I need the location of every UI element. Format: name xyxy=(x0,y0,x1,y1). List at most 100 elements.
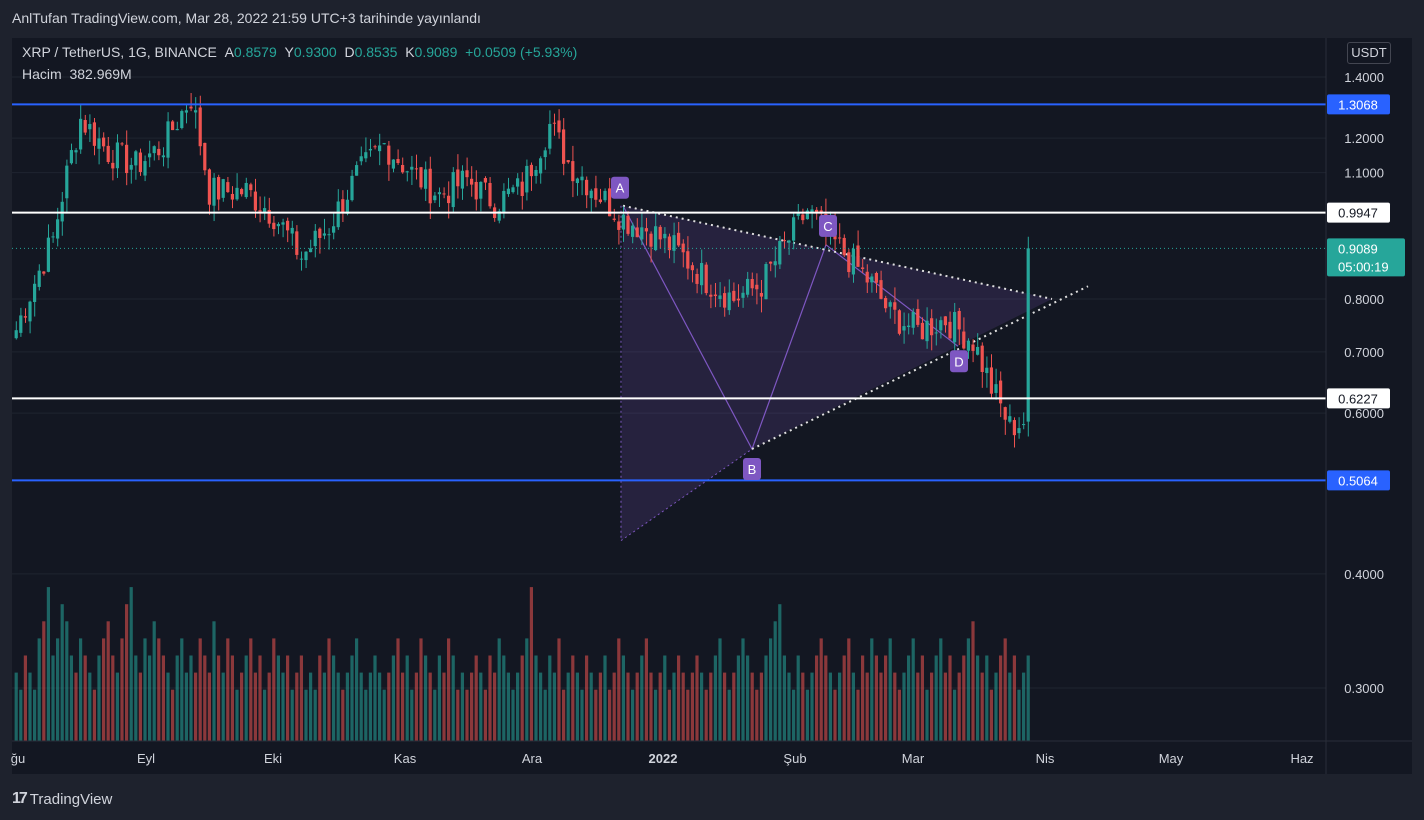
candle-body xyxy=(520,181,524,197)
candle-body xyxy=(207,169,211,205)
candle-body xyxy=(723,293,727,308)
candle-body xyxy=(718,295,722,299)
volume-bar xyxy=(69,655,73,741)
time-tick-label: Eyl xyxy=(137,751,155,766)
volume-bar xyxy=(681,672,685,741)
candle-body xyxy=(769,261,773,264)
volume-bar xyxy=(391,655,395,741)
volume-bar xyxy=(810,672,814,741)
candle-body xyxy=(695,273,699,284)
volume-bar xyxy=(456,689,460,741)
high-value: 0.9300 xyxy=(293,44,337,60)
candle-body xyxy=(148,153,152,158)
volume-bar xyxy=(97,655,101,741)
volume-bar xyxy=(350,655,354,741)
volume-bar xyxy=(465,689,469,741)
candle-body xyxy=(787,240,791,243)
horizontal-levels: 1.3068 0.9947 0.6227 0.5064 0.9089 05:00:19 xyxy=(12,94,1405,491)
volume-bar xyxy=(847,638,851,741)
candle-body xyxy=(410,166,414,170)
level-tag xyxy=(1327,94,1390,115)
candle-body xyxy=(907,325,911,328)
candle-body xyxy=(299,258,303,260)
candle-body xyxy=(442,193,446,195)
pattern-point-label: C xyxy=(823,219,832,234)
candle-body xyxy=(957,310,961,330)
candle-body xyxy=(203,142,207,171)
candle-body xyxy=(805,210,809,220)
volume-bar xyxy=(175,655,179,741)
volume-bar xyxy=(166,672,170,741)
time-tick-label: Nis xyxy=(1036,751,1055,766)
volume-bar xyxy=(718,638,722,741)
candle-body xyxy=(318,228,322,238)
candle-body xyxy=(447,195,451,204)
volume-bar xyxy=(787,672,791,741)
currency-button[interactable]: USDT xyxy=(1347,42,1391,64)
volume-bar xyxy=(663,655,667,741)
volume-bar xyxy=(60,604,64,741)
candle-body xyxy=(690,265,694,271)
candle-body xyxy=(1012,420,1016,436)
volume-bar xyxy=(396,638,400,741)
volume-bar xyxy=(240,672,244,741)
candle-body xyxy=(713,294,717,297)
candle-body xyxy=(437,192,441,195)
candle-body xyxy=(534,169,538,176)
volume-bar xyxy=(709,672,713,741)
candle-body xyxy=(180,111,184,128)
volume-bar xyxy=(502,655,506,741)
tradingview-logo[interactable]: 17 TradingView xyxy=(12,790,112,808)
volume-bar xyxy=(640,655,644,741)
price-tick-label: 0.6000 xyxy=(1344,406,1384,421)
upper-trendline xyxy=(622,204,1053,300)
candle-body xyxy=(184,110,188,113)
volume-bar xyxy=(56,638,60,741)
volume-bar xyxy=(102,638,106,741)
volume-bar xyxy=(387,672,391,741)
volume-bar xyxy=(88,672,92,741)
candle-body xyxy=(226,182,230,193)
volume-bar xyxy=(106,621,110,741)
symbol-name: XRP / TetherUS, 1G, BINANCE xyxy=(22,44,217,60)
volume-bar xyxy=(911,638,915,741)
change-value: +0.0509 (+5.93%) xyxy=(465,44,578,60)
candle-body xyxy=(635,227,639,238)
candle-body xyxy=(355,165,359,176)
volume-bar xyxy=(194,672,198,741)
volume-bar xyxy=(916,672,920,741)
volume-bar xyxy=(65,621,69,741)
volume-bar xyxy=(322,672,326,741)
volume-bar xyxy=(129,587,133,741)
candle-body xyxy=(759,292,763,297)
volume-bar xyxy=(792,689,796,741)
candle-body xyxy=(230,193,234,200)
volume-bar xyxy=(851,672,855,741)
candle-body xyxy=(851,248,855,275)
candle-body xyxy=(313,230,317,247)
volume-bar xyxy=(382,689,386,741)
volume-bar xyxy=(833,689,837,741)
price-tick-label: 1.2000 xyxy=(1344,131,1384,146)
volume-bar xyxy=(966,638,970,741)
level-label: 0.9947 xyxy=(1338,206,1378,221)
candle-body xyxy=(644,228,648,232)
volume-bar xyxy=(654,689,658,741)
candle-body xyxy=(681,243,685,253)
chart-area[interactable] xyxy=(12,38,1412,774)
volume-bar xyxy=(1026,655,1030,741)
volume-bar xyxy=(897,689,901,741)
candle-body xyxy=(1017,428,1021,434)
volume-bar xyxy=(999,655,1003,741)
volume-bar xyxy=(700,672,704,741)
volume-bar xyxy=(989,689,993,741)
volume-bar xyxy=(428,672,432,741)
candle-body xyxy=(138,152,142,172)
candle-body xyxy=(934,332,938,334)
volume-bar xyxy=(856,689,860,741)
candle-body xyxy=(943,316,947,326)
candle-body xyxy=(111,162,115,169)
candle-body xyxy=(654,226,658,251)
volume-bar xyxy=(313,689,317,741)
